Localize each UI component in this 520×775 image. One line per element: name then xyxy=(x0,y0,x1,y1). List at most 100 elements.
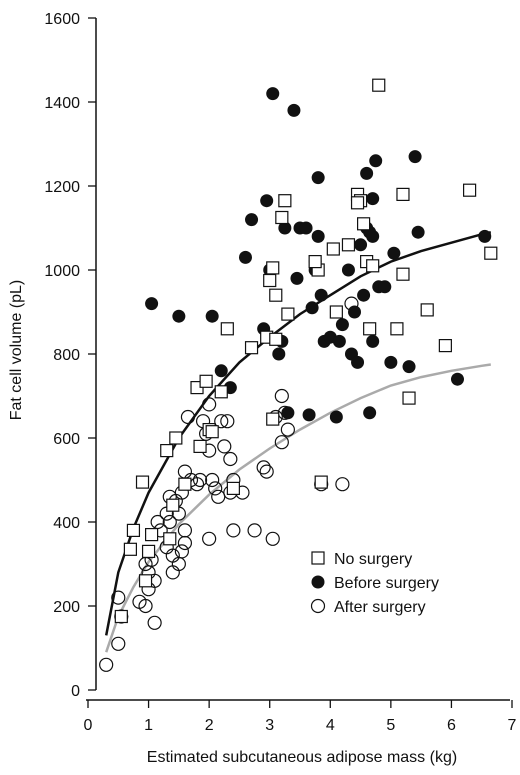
point-no-surgery xyxy=(266,412,280,426)
point-before-surgery xyxy=(290,271,304,285)
point-after-surgery xyxy=(177,535,193,551)
point-before-surgery xyxy=(363,406,377,420)
point-after-surgery xyxy=(180,409,196,425)
point-before-surgery xyxy=(266,87,280,101)
x-tick-label: 1 xyxy=(144,717,153,734)
point-before-surgery xyxy=(408,150,422,164)
point-before-surgery xyxy=(378,280,392,294)
point-before-surgery xyxy=(214,364,228,378)
point-before-surgery xyxy=(450,372,464,386)
point-before-surgery xyxy=(341,263,355,277)
point-before-surgery xyxy=(278,221,292,235)
point-no-surgery xyxy=(357,217,371,231)
point-no-surgery xyxy=(275,210,289,225)
point-no-surgery xyxy=(114,609,128,624)
point-before-surgery xyxy=(329,410,343,424)
legend-marker-after-surgery xyxy=(310,598,326,614)
point-after-surgery xyxy=(214,414,229,429)
point-before-surgery xyxy=(332,334,346,348)
point-no-surgery xyxy=(145,527,159,542)
point-before-surgery xyxy=(387,246,401,260)
point-no-surgery xyxy=(199,374,213,388)
point-no-surgery xyxy=(263,273,277,288)
point-no-surgery xyxy=(363,322,377,336)
point-before-surgery xyxy=(357,288,371,302)
point-after-surgery xyxy=(226,523,241,538)
axes xyxy=(86,18,510,701)
point-after-surgery xyxy=(247,523,262,538)
point-no-surgery xyxy=(169,431,183,445)
point-before-surgery xyxy=(335,318,349,332)
point-no-surgery xyxy=(390,322,404,336)
point-after-surgery xyxy=(177,464,193,479)
point-no-surgery xyxy=(326,242,340,256)
point-no-surgery xyxy=(396,267,410,281)
y-tick-label: 1000 xyxy=(44,263,80,280)
x-tick-label: 6 xyxy=(447,717,456,734)
x-tick-label: 4 xyxy=(326,717,335,734)
point-after-surgery xyxy=(256,460,271,475)
point-after-surgery xyxy=(208,481,223,496)
point-after-surgery xyxy=(259,464,274,479)
point-no-surgery xyxy=(141,544,156,559)
point-no-surgery xyxy=(160,444,174,458)
point-no-surgery xyxy=(314,475,328,489)
point-no-surgery xyxy=(350,196,365,210)
point-before-surgery xyxy=(366,334,380,348)
point-no-surgery xyxy=(178,477,192,491)
point-no-surgery xyxy=(163,532,177,546)
point-no-surgery xyxy=(402,391,416,405)
point-no-surgery xyxy=(269,332,283,346)
y-tick-label: 1600 xyxy=(44,11,80,28)
point-no-surgery xyxy=(278,194,292,208)
point-no-surgery xyxy=(138,574,153,588)
point-before-surgery xyxy=(478,229,492,243)
point-after-surgery xyxy=(192,472,208,488)
point-before-surgery xyxy=(348,305,362,319)
point-before-surgery xyxy=(260,194,274,208)
point-after-surgery xyxy=(202,397,217,412)
point-after-surgery xyxy=(111,590,126,605)
y-tick-label: 0 xyxy=(71,683,80,700)
point-after-surgery xyxy=(111,636,126,651)
point-no-surgery xyxy=(463,183,477,197)
point-no-surgery xyxy=(126,523,141,538)
point-no-surgery xyxy=(269,288,283,302)
y-ticks: 0 200 400 600 800 1000 1200 1400 1600 xyxy=(44,11,96,700)
point-before-surgery xyxy=(305,301,319,315)
y-tick-label: 400 xyxy=(53,515,80,532)
x-tick-label: 2 xyxy=(205,717,214,734)
x-tick-label: 5 xyxy=(386,717,395,734)
point-after-surgery xyxy=(174,544,189,559)
y-tick-label: 600 xyxy=(53,431,80,448)
point-no-surgery xyxy=(135,475,150,489)
x-ticks: 0 1 2 3 4 5 6 7 xyxy=(84,700,517,734)
point-after-surgery xyxy=(205,472,220,488)
point-before-surgery xyxy=(238,250,252,264)
point-no-surgery xyxy=(205,425,219,439)
point-after-surgery xyxy=(99,657,114,672)
point-before-surgery xyxy=(172,309,186,323)
point-before-surgery xyxy=(411,225,425,239)
legend-label: No surgery xyxy=(334,551,412,568)
x-tick-label: 3 xyxy=(265,717,274,734)
point-no-surgery xyxy=(341,238,356,252)
point-before-surgery xyxy=(287,103,301,117)
x-axis-label: Estimated subcutaneous adipose mass (kg) xyxy=(147,749,457,766)
point-before-surgery xyxy=(245,213,259,227)
legend-label: After surgery xyxy=(334,599,426,616)
point-before-surgery xyxy=(302,408,316,422)
point-before-surgery xyxy=(299,221,313,235)
point-no-surgery xyxy=(193,439,207,453)
point-no-surgery xyxy=(420,303,434,317)
point-after-surgery xyxy=(147,615,162,630)
point-before-surgery xyxy=(281,406,295,420)
point-after-surgery xyxy=(335,477,350,492)
point-no-surgery xyxy=(220,322,234,336)
point-before-surgery xyxy=(272,347,286,361)
point-after-surgery xyxy=(217,439,232,454)
data-points xyxy=(99,78,498,672)
point-no-surgery xyxy=(366,259,380,273)
point-no-surgery xyxy=(166,498,180,512)
